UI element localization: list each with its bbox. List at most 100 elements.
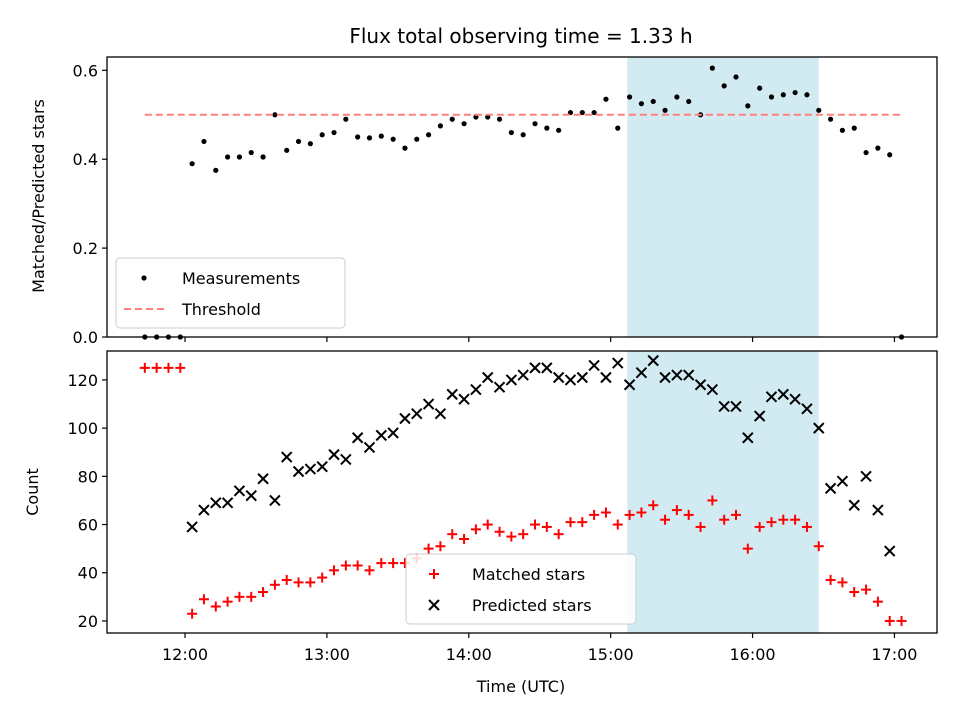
matched-star-point xyxy=(813,541,824,552)
matched-star-point xyxy=(459,534,470,544)
measurement-point xyxy=(745,103,751,109)
top-series-0 xyxy=(142,65,905,340)
predicted-star-point xyxy=(552,371,565,384)
matched-star-point xyxy=(861,584,872,595)
predicted-star-point xyxy=(848,499,860,511)
predicted-star-point xyxy=(777,388,790,401)
marker-stroke xyxy=(671,369,683,381)
marker-stroke xyxy=(552,371,565,384)
measurement-point xyxy=(201,138,207,145)
measurement-point xyxy=(816,107,822,113)
matched-star-point xyxy=(636,507,647,518)
measurement-point xyxy=(792,89,798,96)
y-tick-label: 0.6 xyxy=(73,61,98,80)
measurement-point xyxy=(544,125,550,131)
marker-stroke xyxy=(233,485,246,497)
matched-star-point xyxy=(281,574,292,585)
marker-stroke xyxy=(883,545,896,557)
matched-star-point xyxy=(577,517,588,528)
bottom-highlight-span xyxy=(627,351,819,633)
marker-stroke xyxy=(683,369,695,381)
marker-stroke xyxy=(753,410,766,422)
marker-stroke xyxy=(517,369,529,381)
predicted-star-point xyxy=(198,504,210,516)
y-tick-label: 40 xyxy=(78,564,98,583)
measurement-point xyxy=(603,96,609,102)
top-legend: Measurements Threshold xyxy=(115,257,346,329)
predicted-star-point xyxy=(245,489,257,502)
marker-stroke xyxy=(765,391,778,403)
matched-star-point xyxy=(352,560,363,571)
marker-stroke xyxy=(458,393,470,405)
x-tick-label: 14:00 xyxy=(446,645,492,664)
predicted-star-point xyxy=(801,403,813,415)
marker-stroke xyxy=(801,403,813,415)
marker-stroke xyxy=(718,400,730,413)
measurement-point xyxy=(284,147,290,153)
marker-stroke xyxy=(742,432,754,444)
measurement-point xyxy=(520,132,526,138)
marker-stroke xyxy=(257,473,269,485)
measurement-point xyxy=(733,74,739,80)
y-tick-label: 0.2 xyxy=(73,239,98,258)
predicted-star-point xyxy=(470,383,482,396)
marker-stroke xyxy=(824,482,837,495)
measurement-point xyxy=(615,125,621,131)
measurement-point xyxy=(189,161,195,167)
matched-star-point xyxy=(766,517,777,528)
predicted-star-point xyxy=(529,362,541,374)
top-plot-area xyxy=(142,65,905,340)
matched-star-point xyxy=(624,509,635,520)
matched-star-point xyxy=(447,529,458,540)
matched-star-point xyxy=(329,565,340,576)
measurement-point xyxy=(449,116,455,122)
measurement-point xyxy=(839,127,846,133)
predicted-star-point xyxy=(623,379,636,391)
matched-star-point xyxy=(187,608,198,619)
predicted-star-point xyxy=(422,398,435,410)
marker-stroke xyxy=(860,470,872,483)
legend-swatch xyxy=(141,275,147,281)
predicted-star-point xyxy=(612,357,624,369)
matched-star-point xyxy=(506,531,517,542)
y-tick-label: 0.0 xyxy=(73,328,98,347)
matched-star-point xyxy=(222,596,233,607)
matched-star-point xyxy=(872,596,883,607)
predicted-star-point xyxy=(257,473,269,485)
predicted-star-point xyxy=(635,366,648,379)
predicted-star-point xyxy=(493,381,506,393)
matched-star-point xyxy=(518,529,529,540)
predicted-star-point xyxy=(588,359,600,372)
y-tick-label: 100 xyxy=(67,419,98,438)
marker-stroke xyxy=(399,412,411,425)
legend-box xyxy=(115,257,346,329)
predicted-star-point xyxy=(860,470,872,483)
marker-stroke xyxy=(730,400,742,413)
marker-stroke xyxy=(363,441,376,454)
predicted-star-point xyxy=(742,432,754,444)
marker-stroke xyxy=(328,448,340,461)
predicted-star-point xyxy=(564,374,577,386)
top-highlight-span xyxy=(627,57,819,337)
matched-star-point xyxy=(198,594,209,605)
matched-star-point xyxy=(376,558,387,569)
predicted-star-point xyxy=(210,497,222,509)
matched-star-point xyxy=(731,509,742,520)
y-tick-label: 20 xyxy=(78,612,98,631)
matched-star-point xyxy=(825,574,836,585)
matched-star-point xyxy=(210,601,221,612)
measurement-point xyxy=(579,109,585,116)
legend-box xyxy=(405,553,637,625)
matched-star-point xyxy=(541,521,552,532)
matched-star-point xyxy=(707,495,718,506)
predicted-star-point xyxy=(340,453,352,466)
matched-star-point xyxy=(234,591,245,602)
marker-stroke xyxy=(304,463,317,475)
marker-stroke xyxy=(292,465,305,478)
matched-star-point xyxy=(553,529,564,540)
measurement-point xyxy=(378,133,384,139)
measurement-point xyxy=(780,92,786,98)
marker-stroke xyxy=(210,497,222,509)
measurement-point xyxy=(851,125,857,131)
marker-stroke xyxy=(422,398,435,410)
